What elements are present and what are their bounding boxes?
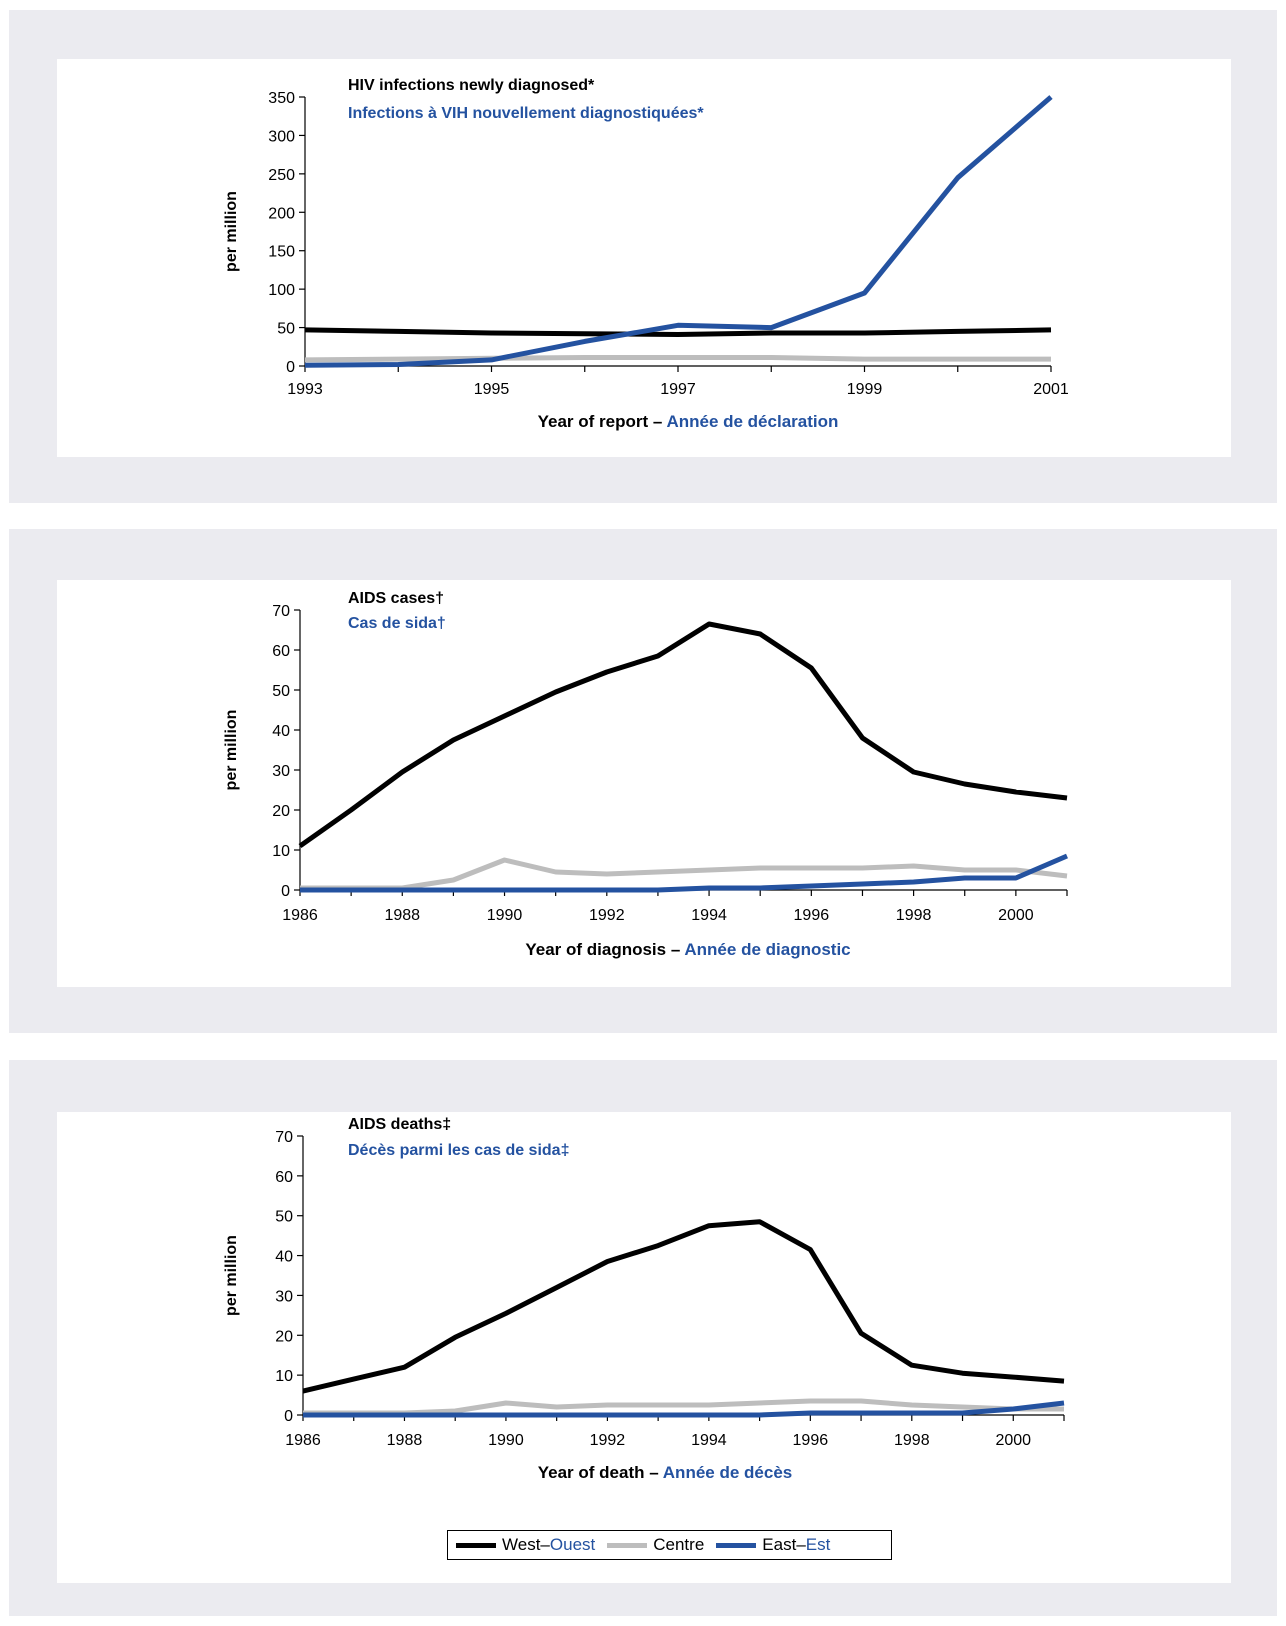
aids-deaths-y-axis-label: per million (223, 1235, 240, 1316)
aids-deaths-y-tick-label: 60 (275, 1169, 293, 1186)
hiv-title: HIV infections newly diagnosed* (348, 77, 595, 94)
aids-deaths-y-tick-label: 30 (275, 1288, 293, 1305)
hiv-y-tick-label: 150 (268, 244, 295, 261)
aids-cases-series-centre (300, 857, 1068, 891)
hiv-x-tick-label: 1997 (660, 381, 696, 398)
legend-label-west-fr: Ouest (549, 1535, 596, 1554)
legend-label-east-en: East (762, 1535, 797, 1554)
aids-deaths-x-tick-label: 2000 (995, 1432, 1031, 1449)
legend-sep-west: – (540, 1535, 550, 1554)
aids-cases-y-tick-label: 20 (272, 803, 290, 820)
aids-cases-x-tick-label: 1990 (487, 907, 523, 924)
hiv-x-tick-label: 1995 (474, 381, 510, 398)
legend-sep-east: – (796, 1535, 806, 1554)
aids-cases-x-tick-label: 1994 (691, 907, 727, 924)
hiv-y-axis-label: per million (223, 191, 240, 272)
aids-cases-y-tick-label: 40 (272, 723, 290, 740)
legend: West – Ouest Centre East – Est (447, 1530, 892, 1560)
aids-cases-x-tick-label: 1996 (794, 907, 830, 924)
aids-deaths-subtitle: Décès parmi les cas de sida‡ (348, 1142, 569, 1159)
aids-deaths-y-tick-label: 20 (275, 1328, 293, 1345)
aids-cases-series-east (300, 853, 1068, 893)
hiv-y-tick-label: 200 (268, 205, 295, 222)
aids-cases-y-tick-label: 60 (272, 643, 290, 660)
chart-card-hiv (57, 59, 1231, 457)
aids-cases-y-tick-label: 0 (281, 883, 290, 900)
aids-cases-series-west (298, 621, 1068, 849)
aids-deaths-series-centre (303, 1398, 1064, 1416)
hiv-y-tick-label: 100 (268, 282, 295, 299)
hiv-x-tick-label: 1993 (287, 381, 323, 398)
aids-deaths-y-tick-label: 0 (284, 1408, 293, 1425)
hiv-x-axis-label: Year of report – Année de déclaration (538, 412, 839, 431)
hiv-subtitle: Infections à VIH nouvellement diagnostiq… (348, 105, 704, 122)
aids-deaths-title: AIDS deaths‡ (348, 1116, 451, 1133)
legend-label-centre-en: Centre (653, 1535, 705, 1554)
aids-deaths-x-tick-label: 1990 (488, 1432, 524, 1449)
aids-deaths-x-tick-label: 1996 (793, 1432, 829, 1449)
aids-cases-x-tick-label: 2000 (998, 907, 1034, 924)
aids-cases-y-tick-label: 70 (272, 603, 290, 620)
aids-deaths-x-tick-label: 1988 (387, 1432, 423, 1449)
hiv-x-tick-label: 2001 (1033, 381, 1069, 398)
hiv-series-east (304, 95, 1053, 368)
aids-deaths-y-tick-label: 10 (275, 1368, 293, 1385)
legend-swatch-west (456, 1542, 496, 1548)
aids-deaths-x-tick-label: 1994 (691, 1432, 727, 1449)
aids-deaths-x-tick-label: 1992 (590, 1432, 626, 1449)
aids-cases-subtitle: Cas de sida† (348, 615, 446, 632)
aids-cases-x-tick-label: 1998 (896, 907, 932, 924)
hiv-y-tick-label: 250 (268, 167, 295, 184)
aids-cases-y-tick-label: 30 (272, 763, 290, 780)
hiv-y-tick-label: 50 (277, 321, 295, 338)
chart-card-aids-cases (57, 580, 1231, 987)
aids-cases-x-tick-label: 1988 (384, 907, 420, 924)
aids-deaths-x-tick-label: 1998 (894, 1432, 930, 1449)
hiv-x-tick-label: 1999 (847, 381, 883, 398)
hiv-series-centre (304, 355, 1051, 363)
aids-cases-y-tick-label: 10 (272, 843, 290, 860)
aids-deaths-x-axis-label: Year of death – Année de décès (538, 1463, 792, 1482)
legend-swatch-east (716, 1542, 757, 1548)
aids-deaths-y-tick-label: 40 (275, 1249, 293, 1266)
aids-cases-title: AIDS cases† (348, 590, 444, 607)
aids-deaths-y-tick-label: 50 (275, 1209, 293, 1226)
legend-label-east-fr: Est (805, 1535, 831, 1554)
aids-deaths-series-east (303, 1400, 1065, 1418)
aids-deaths-y-tick-label: 70 (275, 1129, 293, 1146)
aids-cases-x-axis-label: Year of diagnosis – Année de diagnostic (525, 940, 850, 959)
aids-cases-y-axis-label: per million (223, 710, 240, 791)
chart-card-aids-deaths (57, 1112, 1231, 1583)
hiv-y-tick-label: 350 (268, 90, 295, 107)
aids-cases-y-tick-label: 50 (272, 683, 290, 700)
aids-deaths-series-west (302, 1219, 1065, 1394)
legend-swatch-centre (607, 1542, 648, 1548)
aids-deaths-x-tick-label: 1986 (285, 1432, 321, 1449)
hiv-series-west (304, 327, 1052, 337)
legend-label-west-en: West (502, 1535, 541, 1554)
hiv-y-tick-label: 300 (268, 128, 295, 145)
hiv-y-tick-label: 0 (286, 359, 295, 376)
legend-item-centre: Centre (607, 1535, 704, 1555)
aids-cases-x-tick-label: 1992 (589, 907, 625, 924)
legend-item-west: West – Ouest (456, 1535, 595, 1555)
aids-cases-x-tick-label: 1986 (282, 907, 318, 924)
legend-item-east: East – Est (716, 1535, 830, 1555)
